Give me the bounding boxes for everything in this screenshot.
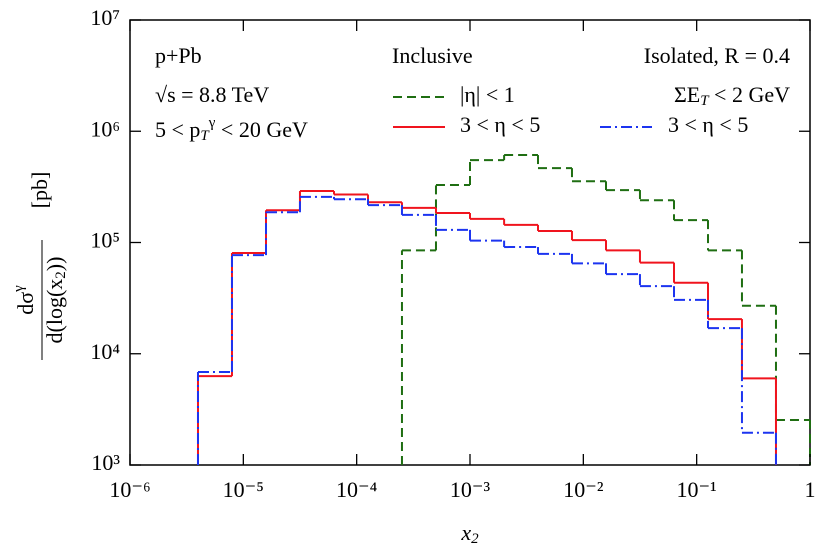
x-tick-label: 10⁻³ (450, 477, 491, 502)
y-tick-label: 10⁶ (90, 116, 120, 141)
x-tick-label: 10⁻² (563, 477, 604, 502)
x-axis-label: x2 (460, 520, 479, 547)
y-axis-label: dσγ d(log(x2)) [pb] (11, 172, 69, 360)
y-tick-label: 10⁵ (90, 228, 120, 253)
x-tick-label: 1 (805, 477, 816, 502)
annotation: √s = 8.8 TeV (155, 82, 269, 107)
y-label-unit: [pb] (27, 172, 52, 209)
y-label-numerator: dσγ (11, 285, 38, 315)
x-tick-label: 10⁻⁴ (336, 477, 378, 502)
x-tick-label: 10⁻⁶ (109, 477, 150, 502)
annotation: 5 < pTγ < 20 GeV (155, 115, 308, 144)
legend-label: 3 < η < 5 (668, 112, 748, 137)
annotation: Isolated, R = 0.4 (644, 43, 790, 68)
legend-label: 3 < η < 5 (460, 112, 540, 137)
annotation: p+Pb (155, 43, 202, 68)
y-label-denominator: d(log(x2)) (42, 257, 69, 344)
y-tick-label: 10⁷ (90, 5, 120, 30)
x-tick-label: 10⁻⁵ (223, 477, 264, 502)
y-tick-label: 10⁴ (90, 339, 120, 364)
annotation: Inclusive (392, 43, 473, 68)
overlay: 10³ 10⁴ 10⁵ 10⁶ 10⁷ 10⁻⁶ 10⁻⁵ 10⁻⁴ 10⁻³ 10⁻² 10⁻¹ 1… (11, 5, 815, 547)
annotation: ΣET < 2 GeV (674, 82, 790, 109)
x-tick-label: 10⁻¹ (677, 477, 717, 502)
marks (196, 154, 811, 465)
legend-label: |η| < 1 (460, 82, 515, 107)
y-tick-label: 10³ (91, 450, 120, 475)
